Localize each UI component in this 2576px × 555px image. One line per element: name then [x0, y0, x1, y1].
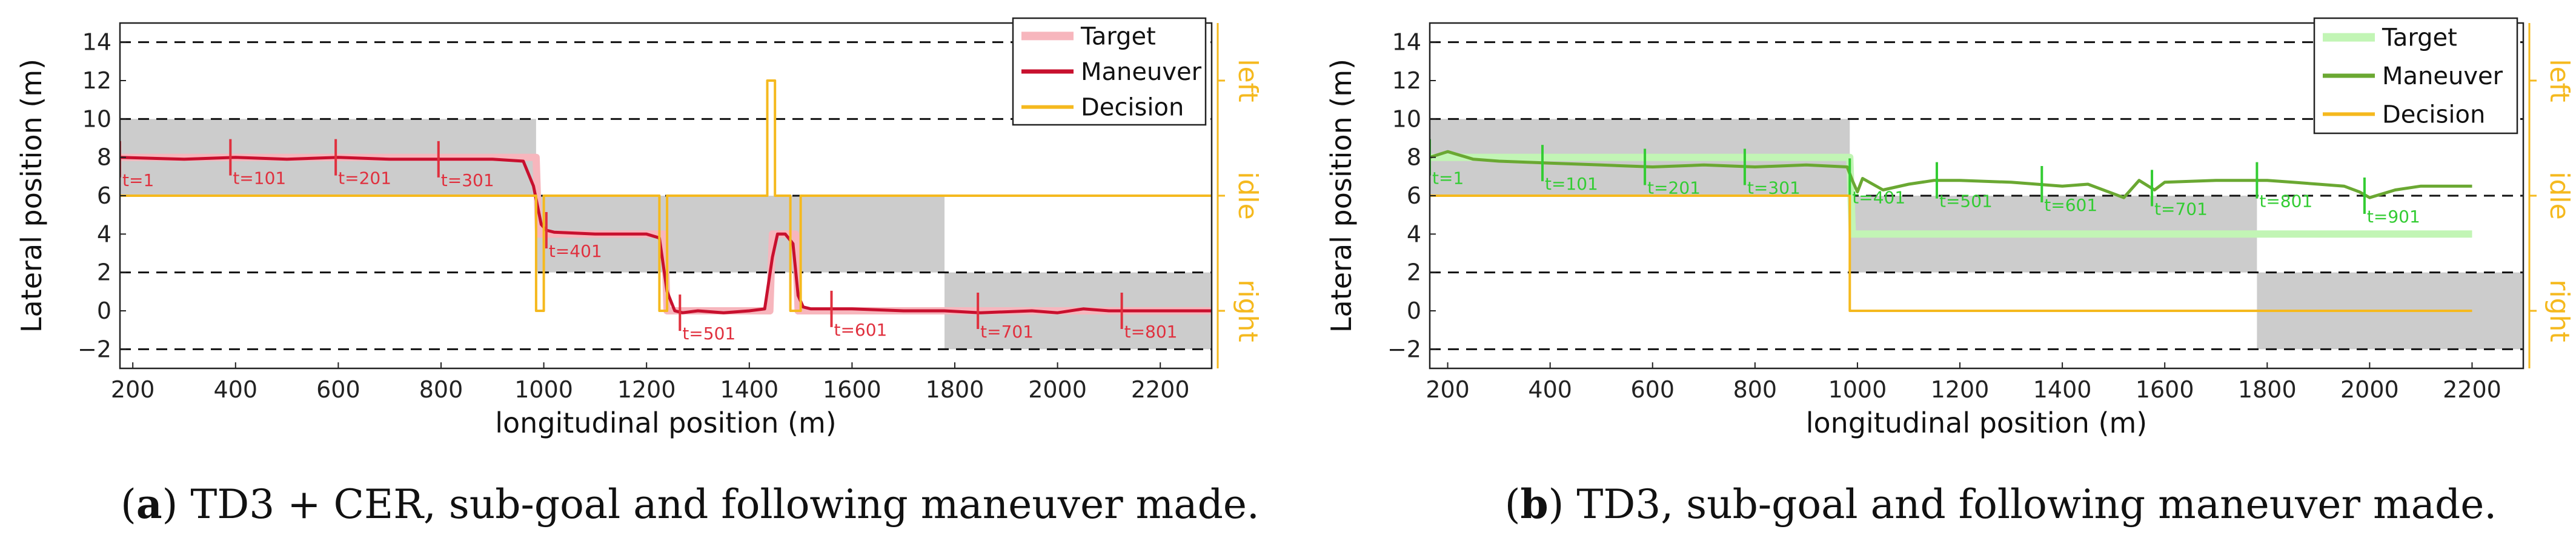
time-marker-label: t=701 — [2154, 199, 2208, 219]
legend-label-decision: Decision — [2382, 101, 2485, 128]
x-tick-label: 1600 — [2136, 376, 2194, 403]
time-marker-label: t=101 — [233, 168, 286, 188]
time-marker-label: t=901 — [2367, 207, 2420, 227]
x-tick-label: 1400 — [2033, 376, 2092, 403]
time-marker-label: t=301 — [441, 170, 494, 190]
x-tick-label: 800 — [419, 376, 463, 403]
time-marker-label: t=401 — [549, 241, 602, 261]
y-tick-label: 2 — [1407, 259, 1421, 286]
time-marker-label: t=601 — [834, 320, 887, 340]
x-tick-label: 200 — [111, 376, 155, 403]
x-tick-label: 1200 — [1931, 376, 1990, 403]
plot-area: t=1 t=101 t=201 t=301 t=401 t=501 t=601 t=701 t=… — [1430, 41, 2523, 350]
decision-label-left: left — [2544, 59, 2575, 102]
decision-label-right: right — [1232, 279, 1263, 342]
y-axis-label: Lateral position (m) — [1325, 59, 1358, 333]
chart-panel-b: t=1 t=101 t=201 t=301 t=401 t=501 t=601 t=701 t=… — [1325, 17, 2575, 528]
legend: Target Maneuver Decision — [2313, 17, 2518, 135]
legend-label-target: Target — [1080, 22, 1156, 50]
legend-label-maneuver: Maneuver — [2382, 62, 2503, 90]
x-tick-label: 200 — [1426, 376, 1470, 403]
y-tick-label: 10 — [82, 105, 111, 132]
x-tick-label: 1600 — [823, 376, 881, 403]
decision-label-left: left — [1232, 59, 1263, 102]
y-tick-label: 12 — [82, 67, 111, 94]
time-marker-label: t=701 — [980, 322, 1034, 342]
series-maneuver — [120, 156, 1212, 314]
x-tick-label: 400 — [1528, 376, 1572, 403]
x-tick-label: 1800 — [926, 376, 984, 403]
y-tick-label: 0 — [1407, 297, 1421, 324]
legend-label-decision: Decision — [1081, 94, 1184, 122]
time-marker-label: t=801 — [1124, 322, 1178, 342]
y-tick-label: 4 — [1407, 221, 1421, 247]
decision-label-idle: idle — [2544, 171, 2575, 219]
x-axis-label: longitudinal position (m) — [495, 407, 837, 439]
decision-label-right: right — [2544, 279, 2575, 342]
series-decision — [1430, 194, 2472, 312]
y-tick-label: 12 — [1392, 67, 1421, 94]
time-marker-label: t=301 — [1747, 178, 1801, 198]
y-tick-label: 10 — [1392, 105, 1421, 132]
time-marker-label: t=601 — [2044, 195, 2097, 215]
time-marker-label: t=401 — [1852, 187, 1905, 207]
time-marker-label: t=1 — [1432, 168, 1464, 188]
y-tick-label: −2 — [78, 336, 111, 362]
time-marker-label: t=101 — [1545, 174, 1598, 194]
time-marker-label: t=801 — [2259, 191, 2312, 211]
x-tick-label: 800 — [1733, 376, 1778, 403]
x-tick-label: 1000 — [1828, 376, 1887, 403]
x-tick-label: 600 — [316, 376, 360, 403]
series-target — [1430, 153, 2472, 238]
y-tick-label: 0 — [97, 297, 111, 324]
legend: Target Maneuver Decision — [1012, 17, 1207, 126]
x-tick-label: 1800 — [2238, 376, 2297, 403]
legend-label-target: Target — [2382, 24, 2457, 52]
y-tick-label: 8 — [97, 144, 111, 171]
y-tick-label: 6 — [97, 182, 111, 209]
y-axis-label: Lateral position (m) — [15, 59, 48, 333]
time-marker-label: t=201 — [1647, 178, 1701, 198]
time-marker-label: t=501 — [1939, 191, 1993, 211]
x-tick-label: 1200 — [617, 376, 676, 403]
x-tick-label: 400 — [214, 376, 258, 403]
series-maneuver — [1430, 150, 2472, 199]
time-marker-label: t=201 — [338, 168, 391, 188]
x-tick-label: 2000 — [2340, 376, 2399, 403]
x-tick-label: 2200 — [1131, 376, 1190, 403]
x-tick-label: 600 — [1630, 376, 1675, 403]
y-tick-label: 4 — [97, 221, 111, 247]
time-marker-label: t=501 — [682, 324, 735, 344]
y-tick-label: −2 — [1387, 336, 1421, 362]
y-tick-label: 14 — [82, 29, 111, 56]
panel-caption: (b) TD3, sub-goal and following maneuver… — [1505, 480, 2497, 528]
x-tick-label: 2200 — [2443, 376, 2501, 403]
decision-label-idle: idle — [1232, 171, 1263, 219]
legend-label-maneuver: Maneuver — [1081, 58, 1202, 86]
y-tick-label: 14 — [1392, 29, 1421, 56]
x-tick-label: 2000 — [1028, 376, 1087, 403]
x-tick-label: 1000 — [514, 376, 573, 403]
y-tick-label: 8 — [1407, 144, 1421, 171]
series-decision — [120, 79, 1212, 312]
panel-caption: (a) TD3 + CER, sub-goal and following ma… — [121, 480, 1260, 528]
x-axis-label: longitudinal position (m) — [1806, 407, 2148, 439]
time-marker-label: t=1 — [122, 170, 154, 190]
chart-panel-a: t=1 t=101 t=201 t=301 t=401 t=501 t=601 t=701 t=… — [15, 17, 1263, 528]
y-tick-label: 2 — [97, 259, 111, 286]
x-tick-label: 1400 — [720, 376, 778, 403]
y-tick-label: 6 — [1407, 182, 1421, 209]
